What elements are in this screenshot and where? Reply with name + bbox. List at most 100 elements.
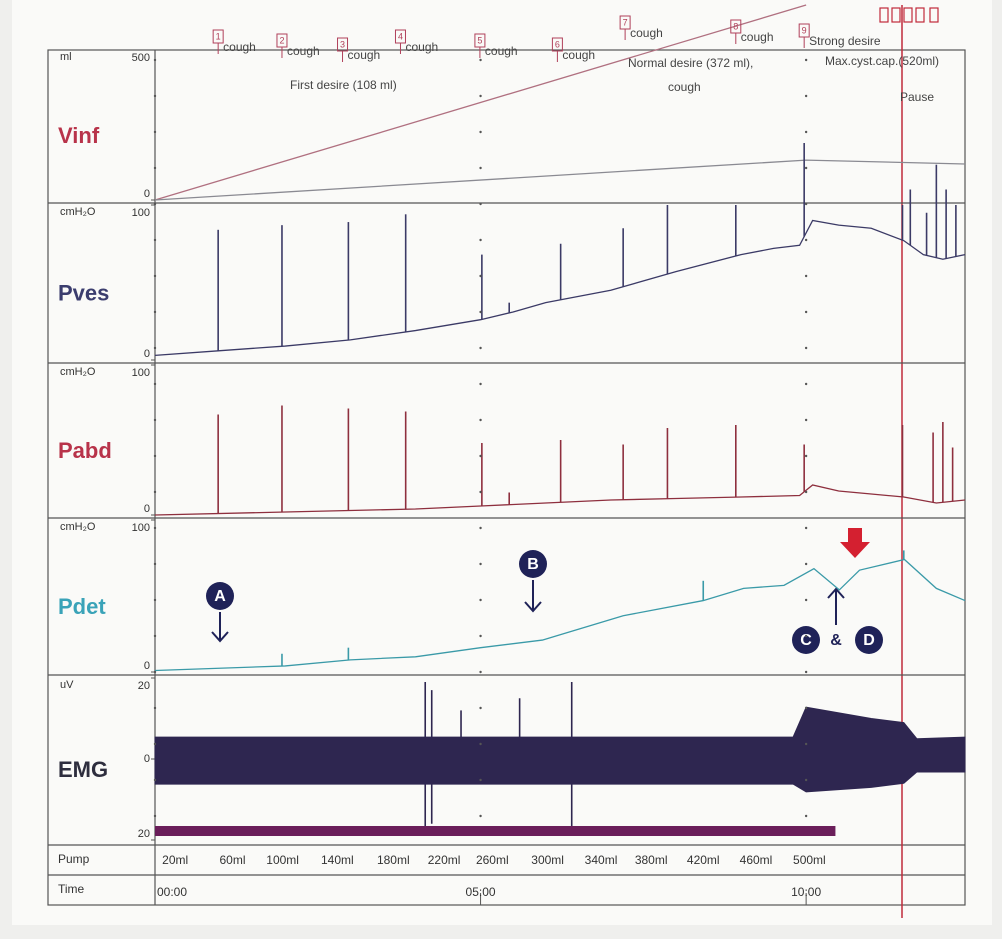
grid-dot <box>479 635 481 637</box>
pump-label: 460ml <box>740 853 773 867</box>
grid-dot <box>805 779 807 781</box>
grid-dot <box>805 707 807 709</box>
y-tick-label: 20 <box>138 680 150 692</box>
pump-label: 340ml <box>585 853 618 867</box>
event-text: cough <box>405 40 438 54</box>
grid-dot <box>479 167 481 169</box>
y-tick-label: 0 <box>144 348 150 360</box>
event-number: 9 <box>802 25 807 35</box>
grid-dot <box>154 743 156 745</box>
grid-dot <box>154 707 156 709</box>
grid-dot <box>479 815 481 817</box>
event-text: cough <box>562 48 595 62</box>
unit-label: cmH₂O <box>60 521 96 533</box>
callout-letter: B <box>527 556 539 573</box>
channel-label: EMG <box>58 757 108 782</box>
grid-dot <box>154 671 156 673</box>
grid-dot <box>479 707 481 709</box>
event-number: 7 <box>623 17 628 27</box>
channel-label: Pabd <box>58 438 112 463</box>
unit-label: uV <box>60 679 74 691</box>
row-label: Time <box>58 882 85 896</box>
pump-label: 60ml <box>219 853 245 867</box>
y-tick-label: 100 <box>132 207 150 219</box>
grid-dot <box>805 131 807 133</box>
grid-dot <box>154 383 156 385</box>
grid-dot <box>805 527 807 529</box>
callout-letter: C <box>800 632 812 649</box>
pump-label: 180ml <box>377 853 410 867</box>
y-tick-label: 100 <box>132 367 150 379</box>
grid-dot <box>805 455 807 457</box>
pump-label: 500ml <box>793 853 826 867</box>
grid-dot <box>479 203 481 205</box>
annotation: First desire (108 ml) <box>290 78 397 92</box>
grid-dot <box>479 59 481 61</box>
grid-dot <box>805 239 807 241</box>
channel-label: Vinf <box>58 123 100 148</box>
y-tick-label: 0 <box>144 660 150 672</box>
event-text: Strong desire <box>809 34 881 48</box>
grid-dot <box>479 347 481 349</box>
x-tick-label: 05:00 <box>466 885 496 899</box>
unit-label: cmH₂O <box>60 206 96 218</box>
event-text: cough <box>630 26 663 40</box>
grid-dot <box>154 239 156 241</box>
event-number: 2 <box>279 35 284 45</box>
event-text: cough <box>348 48 381 62</box>
grid-dot <box>805 491 807 493</box>
grid-dot <box>805 599 807 601</box>
grid-dot <box>805 383 807 385</box>
grid-dot <box>805 635 807 637</box>
pump-bar <box>155 826 835 836</box>
pump-label: 20ml <box>162 853 188 867</box>
event-number: 1 <box>216 31 221 41</box>
grid-dot <box>805 347 807 349</box>
y-tick-label: 0 <box>144 503 150 515</box>
callout-letter: & <box>830 632 842 649</box>
grid-dot <box>805 95 807 97</box>
callout-letter: A <box>214 588 226 605</box>
pump-label: 100ml <box>266 853 299 867</box>
pump-label: 260ml <box>476 853 509 867</box>
grid-dot <box>479 455 481 457</box>
pump-label: 420ml <box>687 853 720 867</box>
event-number: 5 <box>477 35 482 45</box>
grid-dot <box>154 59 156 61</box>
grid-dot <box>479 311 481 313</box>
grid-dot <box>479 383 481 385</box>
grid-dot <box>154 311 156 313</box>
grid-dot <box>805 563 807 565</box>
annotation: Pause <box>900 90 934 104</box>
grid-dot <box>805 419 807 421</box>
grid-dot <box>154 95 156 97</box>
annotation: cough <box>668 80 701 94</box>
grid-dot <box>479 419 481 421</box>
y-tick-label: 20 <box>138 828 150 840</box>
grid-dot <box>479 743 481 745</box>
event-text: cough <box>287 44 320 58</box>
event-number: 6 <box>555 39 560 49</box>
grid-dot <box>154 275 156 277</box>
grid-dot <box>805 311 807 313</box>
grid-dot <box>805 671 807 673</box>
row-label: Pump <box>58 852 90 866</box>
grid-dot <box>154 563 156 565</box>
grid-dot <box>154 491 156 493</box>
grid-dot <box>154 527 156 529</box>
grid-dot <box>479 131 481 133</box>
y-tick-label: 0 <box>144 188 150 200</box>
grid-dot <box>479 779 481 781</box>
grid-dot <box>154 203 156 205</box>
channel-label: Pdet <box>58 594 106 619</box>
grid-dot <box>154 815 156 817</box>
pump-label: 140ml <box>321 853 354 867</box>
annotation: Normal desire (372 ml), <box>628 56 753 70</box>
grid-dot <box>805 743 807 745</box>
event-number: 8 <box>733 21 738 31</box>
event-number: 4 <box>398 31 403 41</box>
grid-dot <box>479 599 481 601</box>
grid-dot <box>154 347 156 349</box>
grid-dot <box>479 95 481 97</box>
unit-label: cmH₂O <box>60 366 96 378</box>
